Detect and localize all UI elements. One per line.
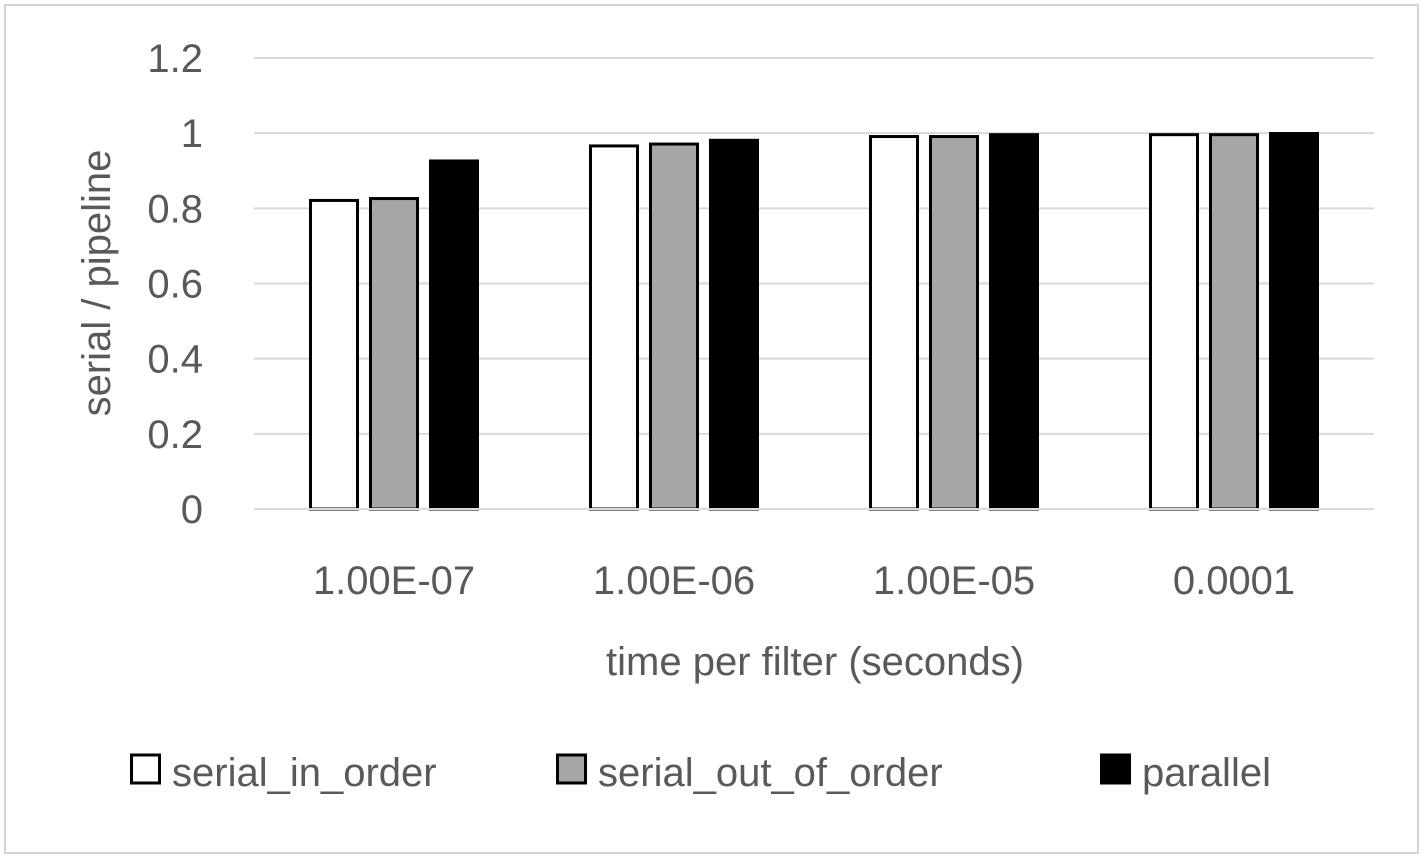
- bar-serial-out-of-order: [649, 142, 699, 511]
- legend-swatch: [130, 753, 161, 785]
- bar-serial-in-order: [309, 198, 359, 511]
- bar-serial-in-order: [1149, 133, 1199, 511]
- bar-serial-in-order: [869, 135, 919, 511]
- y-tick-label: 1.2: [147, 37, 203, 81]
- bar-serial-out-of-order: [1209, 133, 1259, 511]
- x-tick-label: 0.0001: [1173, 559, 1295, 603]
- gridlines: [254, 57, 1374, 510]
- y-tick-label: 1: [181, 112, 203, 156]
- legend: serial_in_order serial_out_of_order parall…: [130, 751, 1271, 795]
- legend-swatch: [1100, 753, 1131, 785]
- y-tick-label: 0.8: [147, 187, 203, 231]
- y-tick-label: 0.6: [147, 263, 203, 307]
- bar-serial-out-of-order: [929, 135, 979, 511]
- y-axis-title: serial / pipeline: [75, 150, 119, 417]
- bars: [254, 132, 1374, 511]
- x-axis-title: time per filter (seconds): [606, 640, 1024, 684]
- y-tick-label: 0.4: [147, 338, 203, 382]
- legend-label: parallel: [1142, 751, 1271, 795]
- y-tick-label: 0.2: [147, 413, 203, 457]
- x-tick-label: 1.00E-05: [873, 559, 1035, 603]
- bar-parallel: [429, 159, 479, 511]
- bar-serial-in-order: [589, 144, 639, 511]
- legend-label: serial_out_of_order: [598, 751, 943, 795]
- bar-parallel: [709, 138, 759, 511]
- y-tick-label: 0: [181, 488, 203, 532]
- legend-swatch: [556, 753, 587, 785]
- bar-parallel: [989, 133, 1039, 511]
- x-tick-labels: 1.00E-07 1.00E-06 1.00E-05 0.0001: [313, 559, 1295, 603]
- bar-serial-out-of-order: [369, 197, 419, 511]
- legend-label: serial_in_order: [172, 751, 437, 795]
- bar-parallel: [1269, 132, 1319, 511]
- x-tick-label: 1.00E-06: [593, 559, 755, 603]
- y-tick-labels: 0 0.2 0.4 0.6 0.8 1 1.2: [147, 37, 203, 532]
- x-tick-label: 1.00E-07: [313, 559, 475, 603]
